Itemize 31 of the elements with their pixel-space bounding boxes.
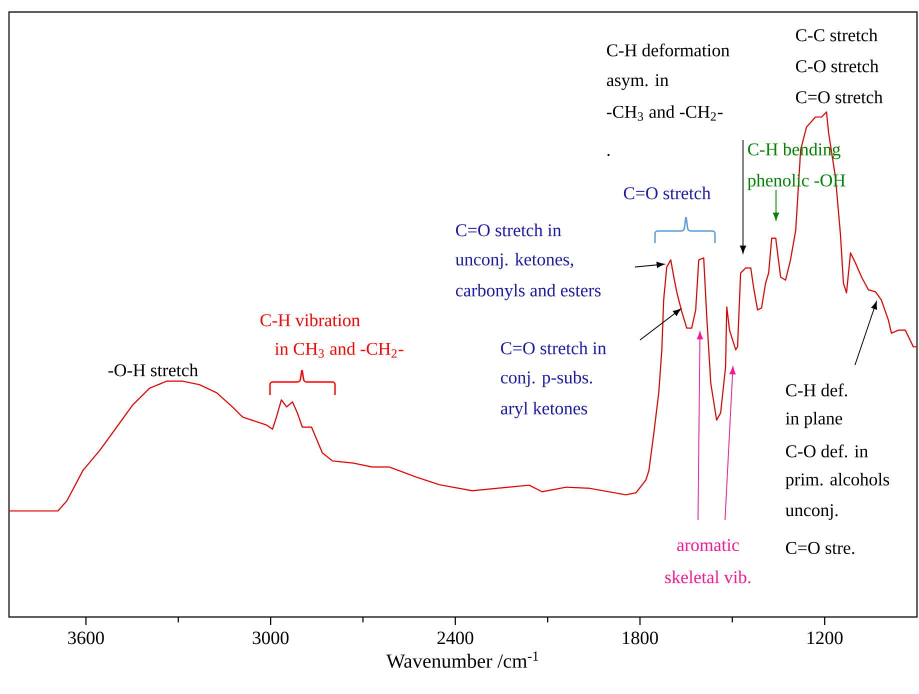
annotation: skeletal vib. [665, 570, 750, 584]
annotation: unconj. [786, 504, 838, 520]
annotation: C-O def. in [786, 444, 868, 458]
x-tick-label: 3600 [68, 632, 104, 644]
annotation: C-H def. [786, 384, 848, 396]
annotation: C=O stretch [624, 186, 711, 200]
annotation: carbonyls and esters [456, 284, 601, 300]
annotation: C=O stretch in [456, 224, 562, 236]
x-tick-label: 3000 [252, 632, 289, 644]
text: asym. in [606, 74, 668, 90]
annotation: -O-H stretch [108, 364, 198, 376]
text: C-H deformation [607, 44, 730, 56]
annotation: in plane [786, 412, 842, 428]
annotation: C-H vibration [260, 314, 360, 326]
x-tick-label: 1800 [622, 632, 658, 644]
annotation: -CH$_{3}$ and -CH$_{2}$- [606, 105, 723, 121]
x-tick-label: 2400 [437, 632, 474, 644]
annotation: in CH$_{3}$ and -CH$_{2}$- [274, 342, 404, 358]
annotation: aryl ketones [500, 402, 588, 418]
x-axis-title: Wavenumber /cm$^{-1}$ [386, 651, 538, 668]
text: C=O stretch [796, 90, 883, 104]
annotation: C=O stretch in [501, 342, 606, 354]
annotation: prim. alcohols [786, 472, 890, 490]
annotation: aromatic [677, 538, 739, 552]
annotation: C=O stre. [786, 542, 854, 554]
text: C-C stretch [796, 28, 878, 42]
text: C-O stretch [796, 60, 879, 72]
annotation: conj. p-subs. [500, 370, 592, 388]
annotation: unconj. ketones, [456, 252, 574, 270]
annotation: . [607, 154, 610, 156]
x-tick-label: 1200 [808, 632, 843, 644]
